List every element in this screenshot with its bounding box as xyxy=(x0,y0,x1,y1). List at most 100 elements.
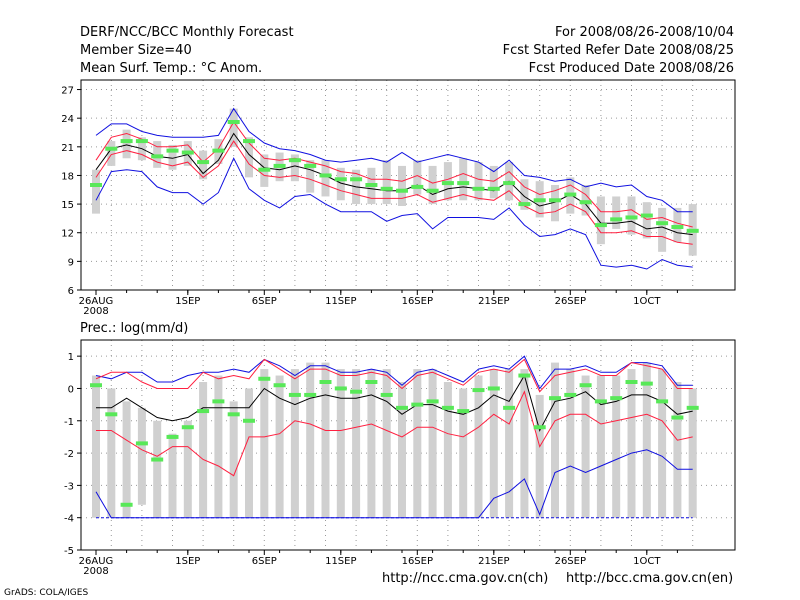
temp-x-tick-label: 26SEP xyxy=(555,296,586,307)
temp-median-marker xyxy=(518,202,531,207)
temp-lower-sd-line xyxy=(95,140,693,245)
bcc-url-link[interactable]: http://bcc.cma.gov.cn(en) xyxy=(566,571,734,586)
temp-median-marker xyxy=(288,158,301,163)
prec-spread-box xyxy=(505,369,514,518)
prec-median-marker xyxy=(166,434,179,439)
prec-median-marker xyxy=(212,399,225,404)
temp-median-marker xyxy=(135,139,148,144)
prec-median-marker xyxy=(594,399,607,404)
prec-median-marker xyxy=(120,502,133,507)
prec-spread-box xyxy=(581,375,590,518)
prec-spread-box xyxy=(627,369,636,518)
temp-min-line xyxy=(95,157,693,270)
temp-spread-box xyxy=(459,158,468,201)
chart-main-title: DERF/NCC/BCC Monthly Forecast xyxy=(80,25,294,40)
prec-median-marker xyxy=(656,399,669,404)
prec-median-marker xyxy=(533,425,546,430)
temp-y-tick-label: 27 xyxy=(61,86,74,97)
prec-spread-box xyxy=(520,369,529,518)
prec-spread-box xyxy=(382,369,391,518)
prec-y-tick-label: -1 xyxy=(64,417,74,428)
temp-median-marker xyxy=(166,148,179,153)
temp-median-marker xyxy=(334,177,347,182)
prec-spread-box xyxy=(168,433,177,518)
prec-spread-box xyxy=(306,362,315,518)
prec-x-tick-label: 26AUG xyxy=(79,556,114,567)
temp-upper-sd-line xyxy=(95,121,693,228)
prec-spread-box xyxy=(413,369,422,518)
temp-y-tick-label: 21 xyxy=(61,143,74,154)
temp-x-tick-label: 26AUG xyxy=(79,296,114,307)
prec-y-tick-label: -5 xyxy=(64,546,74,557)
temp-median-marker xyxy=(503,181,516,186)
temp-median-marker xyxy=(365,183,378,187)
temp-spread-box xyxy=(229,108,238,147)
prec-spread-box xyxy=(321,362,330,518)
prec-median-marker xyxy=(350,389,363,394)
prec-median-marker xyxy=(610,396,623,401)
temp-median-marker xyxy=(411,184,424,189)
temp-spread-box xyxy=(107,141,116,166)
prec-median-marker xyxy=(258,376,271,381)
prec-spread-box xyxy=(229,401,238,518)
temp-y-tick-label: 6 xyxy=(68,286,74,297)
temp-median-marker xyxy=(472,186,485,191)
prec-spread-box xyxy=(398,382,406,518)
prec-median-marker xyxy=(579,383,592,388)
temp-median-marker xyxy=(686,228,699,233)
temp-median-marker xyxy=(197,160,210,165)
temp-max-line xyxy=(95,107,693,213)
prec-spread-box xyxy=(489,369,498,518)
temp-mean-line xyxy=(95,132,693,236)
member-size-label: Member Size=40 xyxy=(80,43,192,58)
prec-x-tick-label: 1OCT xyxy=(633,556,661,567)
temp-median-marker xyxy=(441,181,454,186)
prec-median-marker xyxy=(487,386,500,391)
temp-spread-box xyxy=(336,167,345,201)
prec-spread-box xyxy=(612,375,621,518)
temp-median-marker xyxy=(457,181,470,186)
prec-x-tick-label: 26SEP xyxy=(555,556,586,567)
prec-min-line xyxy=(95,449,693,519)
prec-x-tick-label: 11SEP xyxy=(325,556,356,567)
prec-median-marker xyxy=(564,392,577,397)
temp-median-marker xyxy=(273,163,286,168)
prec-median-marker xyxy=(304,392,317,397)
temp-spread-box xyxy=(428,165,437,205)
temp-median-marker xyxy=(258,167,271,172)
temp-spread-box xyxy=(642,202,651,239)
prec-mean-line xyxy=(96,374,693,432)
ncc-url-link[interactable]: http://ncc.cma.gov.cn(ch) xyxy=(382,571,549,586)
prec-median-marker xyxy=(90,383,102,388)
prec-plot-frame xyxy=(80,339,736,551)
prec-spread-box xyxy=(459,388,468,518)
prec-median-marker xyxy=(503,405,516,410)
prec-median-marker xyxy=(334,386,347,391)
prec-x-year-label: 2008 xyxy=(83,566,108,577)
temp-median-marker xyxy=(120,139,133,144)
temp-median-marker xyxy=(640,213,653,218)
temp-spread-box xyxy=(290,154,299,182)
prec-spread-box xyxy=(596,375,605,518)
prec-median-marker xyxy=(549,396,561,401)
prec-x-tick-label: 6SEP xyxy=(252,556,277,567)
temp-x-tick-label: 6SEP xyxy=(252,296,277,307)
prec-spread-box xyxy=(474,375,483,518)
prec-spread-box xyxy=(153,420,162,518)
temp-spread-box xyxy=(520,179,529,210)
temp-spread-box xyxy=(306,160,315,193)
temp-median-marker xyxy=(426,188,439,193)
temp-spread-box xyxy=(245,137,253,178)
prec-spread-box xyxy=(642,362,651,518)
temp-median-marker xyxy=(350,177,363,182)
prec-spread-box xyxy=(428,369,437,518)
temp-plot-frame xyxy=(80,79,736,291)
prec-spread-box xyxy=(290,369,299,518)
prec-spread-box xyxy=(658,369,667,518)
prec-spread-box xyxy=(183,420,192,518)
temp-median-marker xyxy=(625,215,638,220)
prec-median-marker xyxy=(472,388,485,393)
temp-median-marker xyxy=(671,225,684,229)
temp-spread-box xyxy=(168,144,177,170)
